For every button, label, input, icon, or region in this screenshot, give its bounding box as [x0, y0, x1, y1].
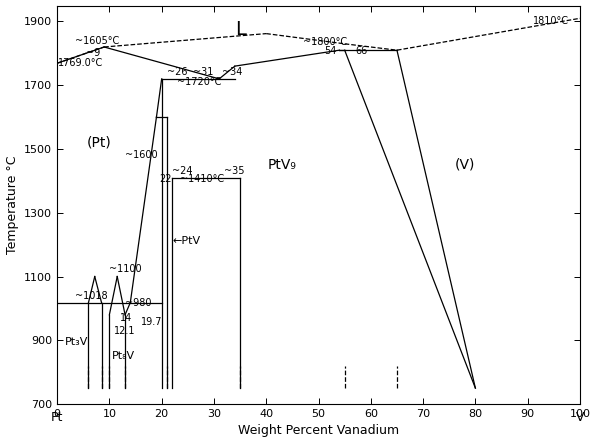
Text: 66: 66: [355, 46, 367, 56]
Text: (V): (V): [455, 158, 475, 172]
Text: V: V: [576, 411, 584, 424]
Text: ~1720°C: ~1720°C: [178, 77, 222, 87]
Text: ~980: ~980: [125, 298, 151, 307]
Text: ~1605°C: ~1605°C: [76, 36, 120, 46]
Text: L: L: [235, 20, 246, 39]
Y-axis label: Temperature °C: Temperature °C: [5, 155, 18, 254]
Text: 54: 54: [324, 46, 336, 56]
Text: Pt: Pt: [51, 411, 63, 424]
Text: ~35: ~35: [225, 166, 245, 176]
Text: ~1600: ~1600: [125, 150, 158, 160]
Text: 19.7: 19.7: [141, 317, 162, 327]
Text: Pt₈V: Pt₈V: [112, 351, 135, 361]
Text: ~1410°C: ~1410°C: [180, 174, 224, 184]
Text: ←PtV: ←PtV: [172, 237, 200, 246]
Text: 12.1: 12.1: [114, 326, 135, 336]
Text: ~34: ~34: [222, 67, 242, 78]
Text: PtV₉: PtV₉: [268, 158, 296, 172]
X-axis label: Weight Percent Vanadium: Weight Percent Vanadium: [238, 424, 399, 437]
Text: ~1100: ~1100: [110, 264, 142, 273]
Text: ~26: ~26: [167, 67, 187, 78]
Text: ~1800°C: ~1800°C: [303, 37, 347, 47]
Text: ~24: ~24: [172, 166, 193, 176]
Text: ~9: ~9: [86, 48, 100, 58]
Text: 1769.0°C: 1769.0°C: [58, 58, 103, 68]
Text: ~31: ~31: [193, 67, 213, 78]
Text: Pt₃V: Pt₃V: [65, 337, 88, 347]
Text: 1810°C: 1810°C: [533, 16, 569, 27]
Text: ~1018: ~1018: [76, 291, 108, 301]
Text: (Pt): (Pt): [86, 136, 111, 150]
Text: 22: 22: [159, 174, 172, 184]
Text: 14: 14: [120, 313, 132, 323]
